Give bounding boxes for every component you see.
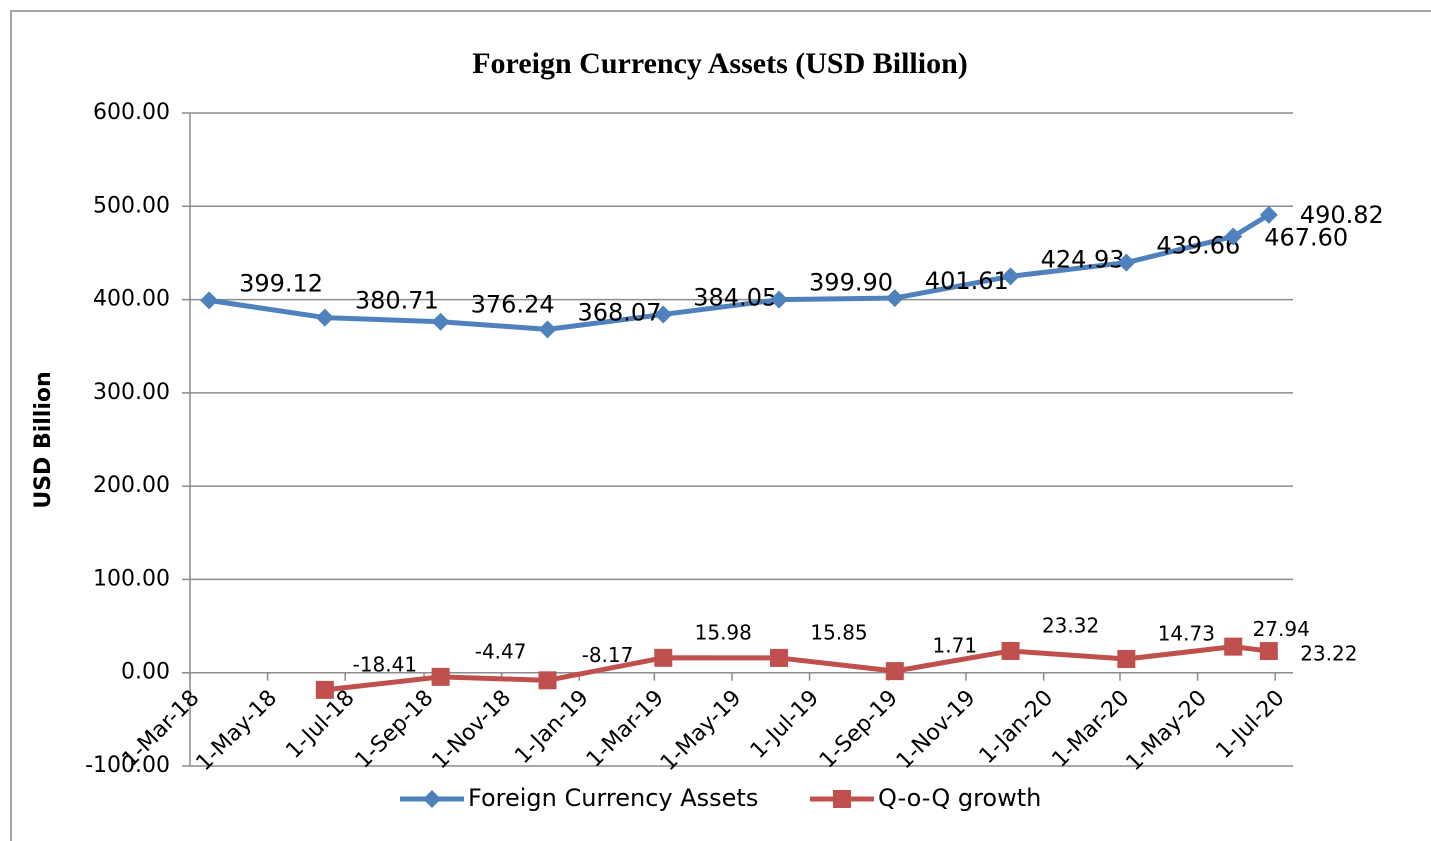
data-point — [770, 648, 789, 667]
data-point — [315, 680, 334, 699]
chart-frame — [10, 10, 1431, 841]
data-point — [654, 305, 673, 324]
y-tick-label: 500.00 — [93, 193, 170, 218]
y-tick-label: 100.00 — [93, 566, 170, 591]
data-point — [200, 291, 219, 310]
x-tick-label: 1-Sep-18 — [351, 686, 439, 774]
x-tick-label: 1-May-18 — [192, 686, 282, 776]
data-label: 467.60 — [1264, 224, 1348, 252]
x-tick-label: 1-Jan-19 — [510, 686, 593, 769]
data-label: 376.24 — [471, 291, 555, 319]
y-axis-label: USD Billion — [31, 371, 56, 508]
legend-marker — [423, 790, 441, 808]
data-point — [1259, 205, 1278, 224]
x-tick-label: 1-Jan-20 — [975, 686, 1058, 769]
data-label: 384.05 — [693, 283, 777, 311]
legend-marker — [833, 790, 851, 808]
y-tick-label: 200.00 — [93, 473, 170, 498]
data-point — [1117, 253, 1136, 272]
data-label: 399.90 — [809, 269, 893, 297]
x-tick-label: 1-May-20 — [1122, 686, 1212, 776]
y-tick-label: 300.00 — [93, 380, 170, 405]
data-point — [1224, 637, 1243, 656]
y-tick-label: 400.00 — [93, 287, 170, 312]
chart-title: Foreign Currency Assets (USD Billion) — [472, 47, 968, 80]
data-label: 23.32 — [1042, 613, 1099, 637]
data-label: 399.12 — [239, 269, 323, 297]
data-label: -18.41 — [353, 652, 417, 676]
data-label: -8.17 — [582, 643, 634, 667]
data-point — [431, 667, 450, 686]
x-tick-label: 1-Sep-19 — [815, 686, 903, 774]
y-tick-label: 0.00 — [121, 660, 170, 685]
data-point — [885, 662, 904, 681]
data-label: 15.98 — [695, 620, 752, 644]
data-point — [885, 289, 904, 308]
x-tick-label: 1-Nov-19 — [892, 686, 981, 775]
data-point — [431, 312, 450, 331]
data-label: 27.94 — [1253, 617, 1310, 641]
data-point — [654, 648, 673, 667]
series-line — [324, 644, 1270, 693]
data-label: 380.71 — [355, 287, 439, 315]
x-tick-label: 1-Jul-20 — [1211, 686, 1289, 764]
legend-label: Foreign Currency Assets — [468, 784, 758, 812]
data-label: 15.85 — [810, 620, 867, 644]
data-point — [538, 671, 557, 690]
data-label: -4.47 — [475, 639, 527, 663]
data-label: 490.82 — [1300, 201, 1384, 229]
y-tick-label: 600.00 — [93, 100, 170, 125]
x-tick-label: 1-Nov-18 — [428, 686, 517, 775]
data-label: 1.71 — [933, 634, 978, 658]
data-label: 14.73 — [1158, 621, 1215, 645]
data-point — [770, 290, 789, 309]
legend-item: Q-o-Q growth — [810, 784, 1041, 812]
data-label: 368.07 — [577, 298, 661, 326]
data-point — [1001, 641, 1020, 660]
data-label: 424.93 — [1041, 245, 1125, 273]
y-tick-label: -100.00 — [85, 753, 170, 778]
data-point — [315, 308, 334, 327]
data-point — [538, 320, 557, 339]
data-label: 401.61 — [925, 267, 1009, 295]
data-point — [1001, 267, 1020, 286]
x-tick-label: 1-Jul-19 — [746, 686, 824, 764]
data-point — [1224, 227, 1243, 246]
x-tick-label: 1-May-19 — [656, 686, 746, 776]
data-label: 23.22 — [1300, 642, 1357, 666]
legend-item: Foreign Currency Assets — [400, 784, 758, 812]
data-point — [1117, 649, 1136, 668]
legend-label: Q-o-Q growth — [878, 784, 1041, 812]
data-point — [1259, 642, 1278, 661]
